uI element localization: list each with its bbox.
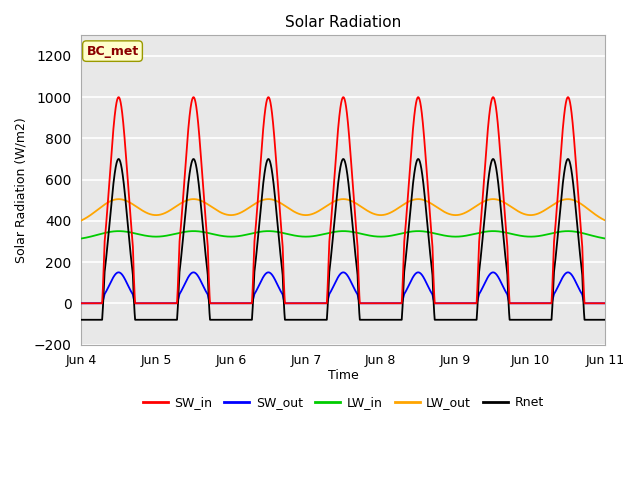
Text: BC_met: BC_met xyxy=(86,45,139,58)
Title: Solar Radiation: Solar Radiation xyxy=(285,15,401,30)
Legend: SW_in, SW_out, LW_in, LW_out, Rnet: SW_in, SW_out, LW_in, LW_out, Rnet xyxy=(138,391,549,414)
X-axis label: Time: Time xyxy=(328,369,358,382)
Y-axis label: Solar Radiation (W/m2): Solar Radiation (W/m2) xyxy=(15,117,28,263)
